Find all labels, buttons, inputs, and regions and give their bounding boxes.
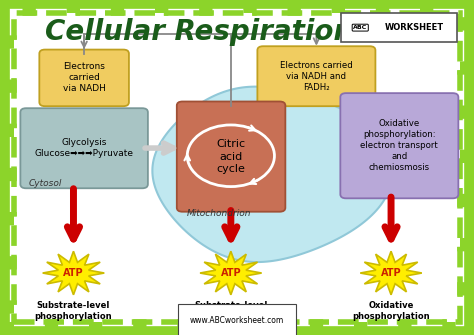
Polygon shape [152, 87, 393, 262]
Text: ABC: ABC [353, 25, 367, 30]
FancyBboxPatch shape [20, 108, 148, 188]
FancyBboxPatch shape [39, 50, 129, 106]
Text: Electrons carried
via NADH and
FADH₂: Electrons carried via NADH and FADH₂ [280, 61, 353, 92]
Text: Citric
acid
cycle: Citric acid cycle [217, 139, 246, 174]
Text: Cellular Respiration: Cellular Respiration [45, 18, 353, 47]
FancyBboxPatch shape [177, 102, 285, 212]
FancyBboxPatch shape [340, 93, 458, 198]
Polygon shape [43, 251, 104, 295]
FancyBboxPatch shape [341, 13, 457, 42]
Text: Oxidative
phosphorylation: Oxidative phosphorylation [352, 302, 430, 321]
FancyBboxPatch shape [14, 13, 460, 322]
Text: ATP: ATP [63, 268, 84, 278]
Polygon shape [360, 251, 422, 295]
Text: Substrate-level
phosphorylation: Substrate-level phosphorylation [35, 302, 112, 321]
Text: Mitochondrion: Mitochondrion [187, 209, 252, 218]
Text: Glycolysis
Glucose➡➡➡Pyruvate: Glycolysis Glucose➡➡➡Pyruvate [35, 138, 134, 158]
Polygon shape [200, 251, 262, 295]
Text: Oxidative
phosphorylation:
electron transport
and
chemiosmosis: Oxidative phosphorylation: electron tran… [360, 119, 438, 173]
Text: Cytosol: Cytosol [28, 179, 62, 188]
Text: ATP: ATP [381, 268, 401, 278]
FancyBboxPatch shape [257, 46, 375, 106]
Text: ATP: ATP [220, 268, 241, 278]
Text: WORKSHEET: WORKSHEET [385, 23, 444, 32]
Text: www.ABCworksheet.com: www.ABCworksheet.com [190, 316, 284, 325]
Text: Electrons
carried
via NADH: Electrons carried via NADH [63, 62, 106, 93]
Text: Substrate-level
phosphorylation: Substrate-level phosphorylation [192, 302, 270, 321]
